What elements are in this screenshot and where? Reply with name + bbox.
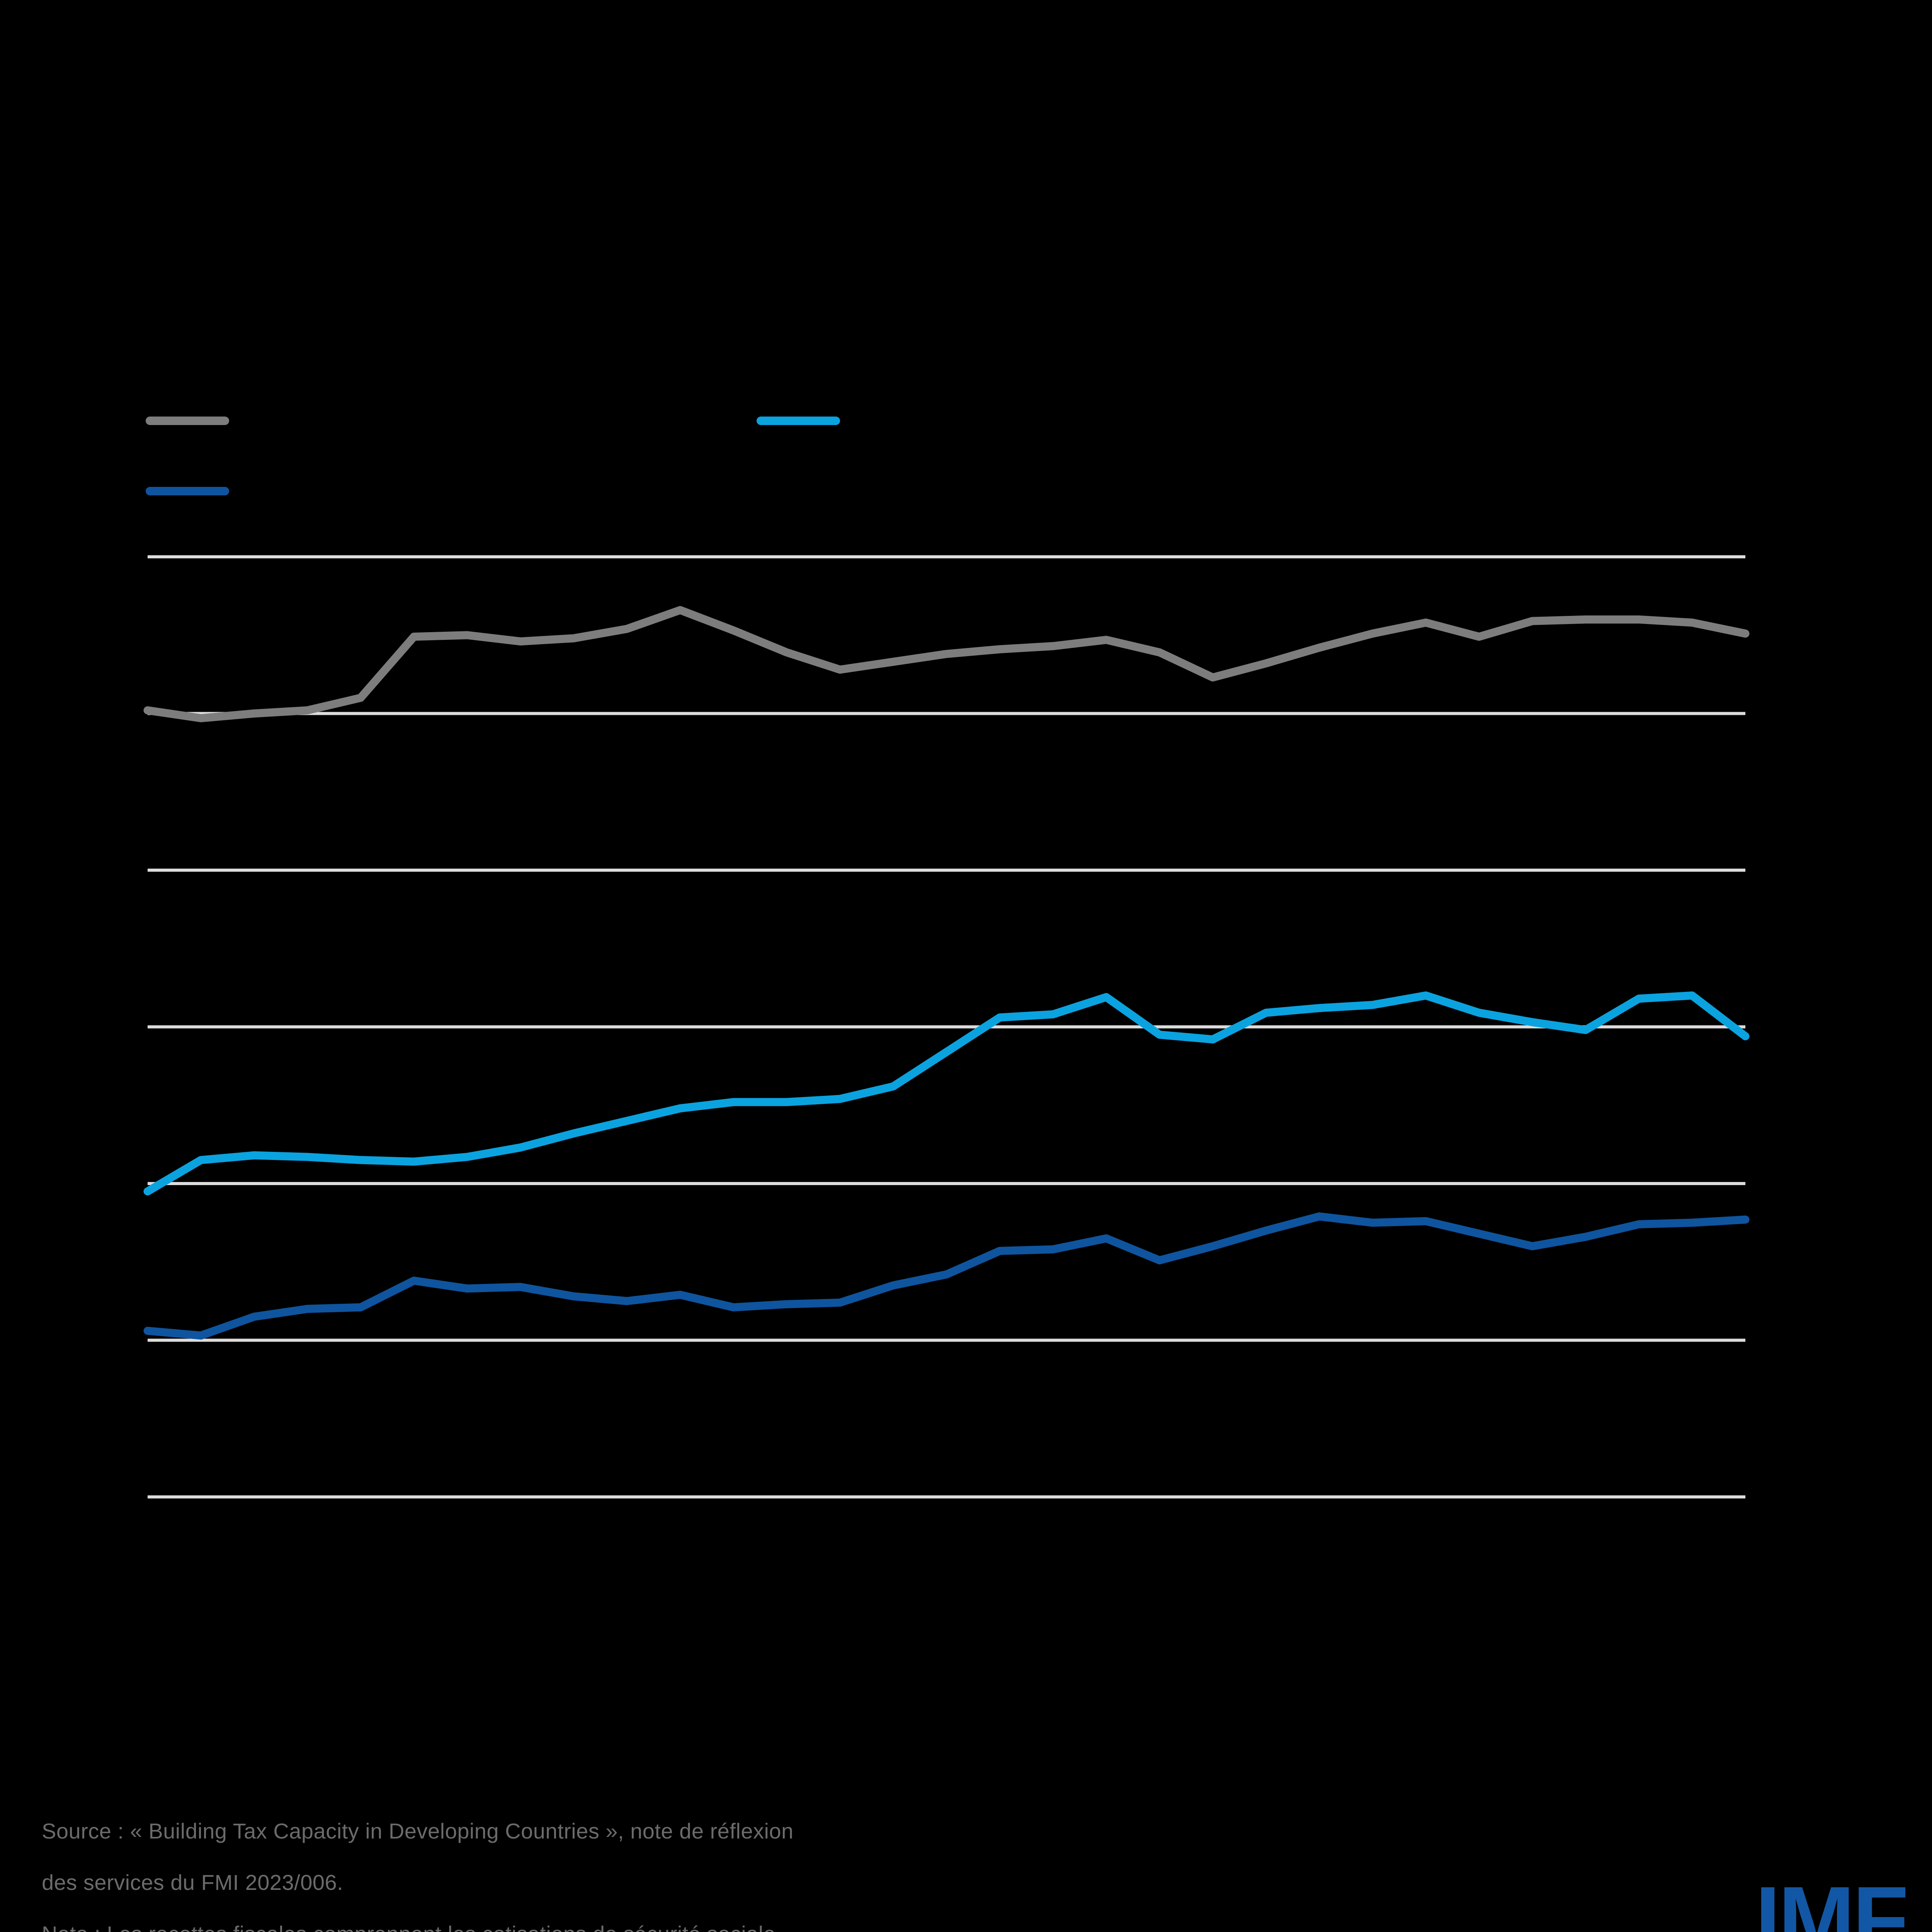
- series-gray: [143, 606, 1750, 723]
- chart-series: [143, 606, 1750, 1340]
- series-dark-blue: [143, 1212, 1750, 1340]
- source-note-line-1: Source : « Building Tax Capacity in Deve…: [42, 1819, 794, 1843]
- legend-marker-light-blue-icon: [757, 417, 840, 425]
- gridlines: [148, 555, 1745, 1498]
- imf-logo: IMF: [1755, 1868, 1909, 1932]
- legend-marker-gray-icon: [146, 417, 229, 425]
- legend-marker-dark-blue-icon: [146, 487, 229, 495]
- source-note: Source : « Building Tax Capacity in Deve…: [42, 1805, 794, 1932]
- source-note-line-3: Note : Les recettes fiscales comprennent…: [42, 1908, 794, 1932]
- series-light-blue: [143, 991, 1750, 1196]
- source-note-line-2: des services du FMI 2023/006.: [42, 1870, 344, 1895]
